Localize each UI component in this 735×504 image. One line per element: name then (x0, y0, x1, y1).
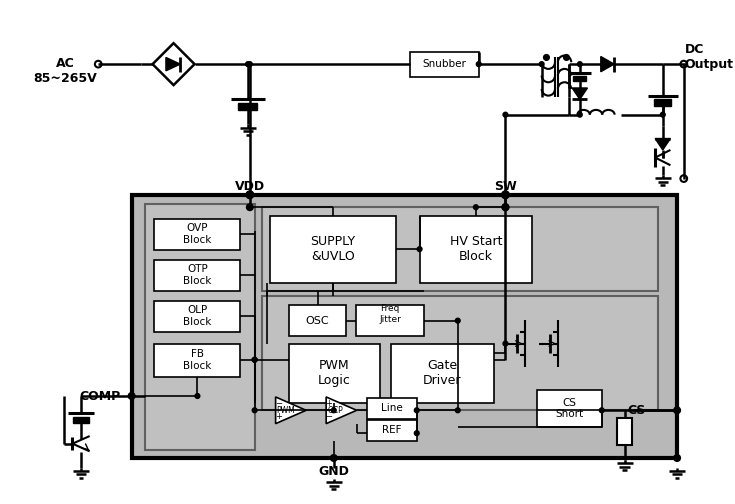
Circle shape (578, 112, 582, 117)
Circle shape (674, 455, 681, 461)
Bar (289, 344, 379, 403)
Text: CS: CS (628, 404, 646, 417)
Polygon shape (166, 57, 180, 71)
Circle shape (331, 408, 336, 413)
Circle shape (661, 112, 665, 117)
Text: VDD: VDD (234, 180, 265, 193)
Bar (154, 219, 240, 250)
Circle shape (248, 62, 252, 67)
Circle shape (503, 112, 508, 117)
Bar (262, 296, 658, 410)
Text: HV Start
Block: HV Start Block (450, 235, 502, 263)
Circle shape (252, 408, 257, 413)
Circle shape (456, 408, 460, 413)
Circle shape (578, 62, 582, 67)
Circle shape (246, 192, 253, 198)
Bar (391, 344, 494, 403)
Bar (537, 390, 602, 426)
Circle shape (252, 357, 257, 362)
Bar (74, 417, 89, 423)
Bar (145, 204, 254, 451)
Bar (270, 216, 395, 283)
Text: Snubber: Snubber (423, 59, 466, 69)
Polygon shape (600, 56, 614, 72)
Bar (617, 418, 632, 445)
Circle shape (502, 204, 509, 211)
Bar (356, 305, 424, 336)
Bar (654, 99, 671, 106)
Text: Line: Line (381, 403, 403, 413)
Circle shape (245, 62, 251, 67)
Circle shape (564, 54, 570, 60)
Bar (154, 300, 240, 332)
Circle shape (246, 191, 254, 199)
Circle shape (502, 192, 509, 198)
Circle shape (415, 431, 419, 435)
Circle shape (246, 204, 253, 211)
Bar (238, 103, 257, 110)
Polygon shape (572, 88, 587, 99)
Text: +: + (275, 412, 282, 421)
Text: COMP: COMP (79, 390, 121, 403)
Bar (154, 344, 240, 377)
Circle shape (331, 455, 337, 461)
Text: −: − (326, 412, 332, 421)
Text: Gate
Driver: Gate Driver (423, 359, 462, 387)
Circle shape (195, 394, 200, 398)
Text: SUPPLY
&UVLO: SUPPLY &UVLO (310, 235, 356, 263)
Circle shape (456, 319, 460, 323)
Text: OSC: OSC (306, 316, 329, 326)
Text: DC
Output: DC Output (685, 42, 734, 71)
Circle shape (252, 357, 257, 362)
Text: REF: REF (382, 425, 402, 435)
Polygon shape (655, 139, 670, 150)
Bar (368, 398, 417, 419)
Text: OLP
Block: OLP Block (183, 305, 212, 327)
Circle shape (129, 393, 135, 399)
Bar (262, 207, 658, 291)
Text: AC
85~265V: AC 85~265V (33, 57, 97, 85)
Text: +: + (326, 399, 332, 408)
Bar (132, 195, 677, 458)
Text: Freq
Jitter: Freq Jitter (379, 304, 401, 324)
Bar (410, 52, 478, 77)
Circle shape (473, 205, 478, 210)
Bar (289, 305, 346, 336)
Text: PWM: PWM (276, 406, 295, 415)
Text: SW: SW (494, 180, 517, 193)
Bar (368, 420, 417, 441)
Polygon shape (153, 43, 195, 85)
Polygon shape (326, 397, 356, 424)
Text: GND: GND (318, 465, 349, 478)
Text: CS
Short: CS Short (555, 398, 584, 419)
Text: OVP
Block: OVP Block (183, 223, 212, 244)
Bar (573, 76, 587, 81)
Circle shape (501, 191, 509, 199)
Circle shape (415, 408, 419, 413)
Circle shape (476, 62, 481, 67)
Bar (420, 216, 532, 283)
Circle shape (502, 204, 509, 211)
Text: PWM
Logic: PWM Logic (318, 359, 350, 387)
Polygon shape (276, 397, 306, 424)
Text: OCP: OCP (328, 406, 343, 415)
Circle shape (674, 407, 681, 414)
Text: FB
Block: FB Block (183, 349, 212, 370)
Circle shape (503, 341, 508, 346)
Text: OTP
Block: OTP Block (183, 264, 212, 286)
Circle shape (544, 54, 549, 60)
Circle shape (539, 62, 544, 67)
Circle shape (417, 247, 422, 251)
Text: −: − (275, 399, 282, 408)
Circle shape (599, 408, 604, 413)
Bar (154, 260, 240, 291)
